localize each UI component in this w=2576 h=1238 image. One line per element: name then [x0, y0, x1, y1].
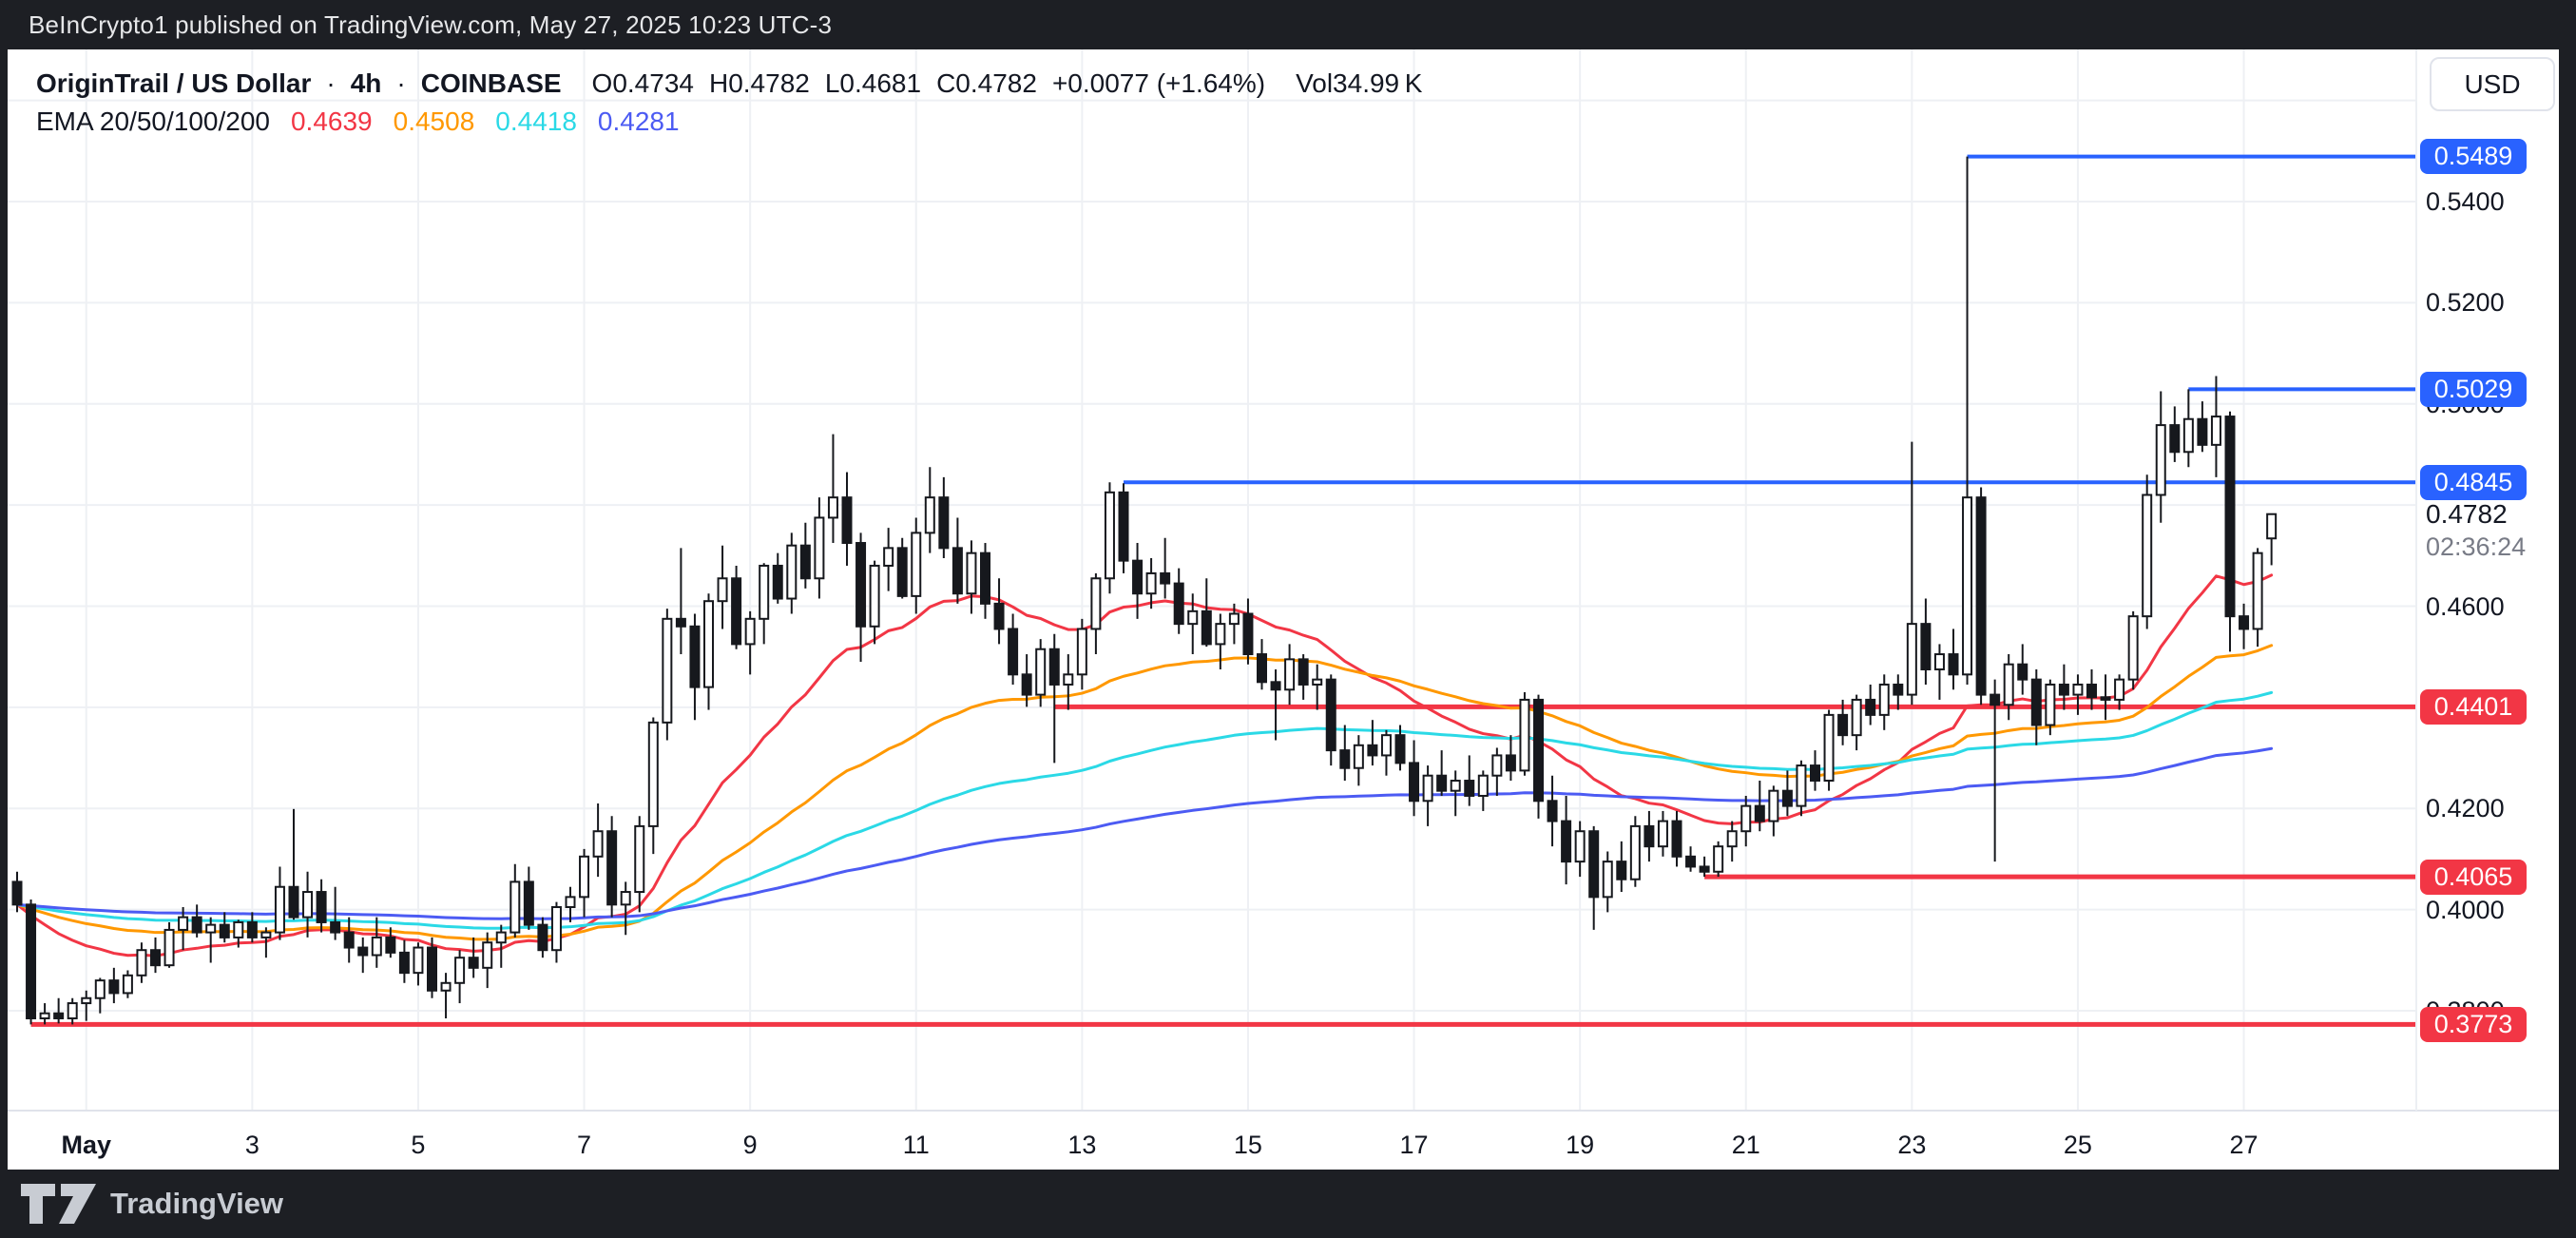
current-price-label: 0.4782 — [2426, 498, 2508, 529]
time-label-day: 9 — [742, 1131, 758, 1159]
time-label-day: 3 — [244, 1131, 260, 1159]
time-label-day: 19 — [1566, 1131, 1595, 1159]
time-label-day: 13 — [1067, 1131, 1097, 1159]
time-label-day: 11 — [902, 1131, 930, 1159]
currency-button[interactable]: USD — [2430, 57, 2555, 111]
time-label-day: 7 — [577, 1131, 592, 1159]
low-value: 0.4681 — [839, 68, 922, 98]
time-label-day: 17 — [1399, 1131, 1429, 1159]
open-value: 0.4734 — [612, 68, 694, 98]
ema50-value: 0.4508 — [393, 106, 475, 136]
volume-label: Vol — [1296, 68, 1334, 98]
price-level-pill: 0.4401 — [2420, 688, 2527, 725]
price-level-pill: 0.4065 — [2420, 859, 2527, 895]
time-label-day: 25 — [2063, 1131, 2092, 1159]
close-label: C — [936, 68, 956, 98]
attribution-bar: BeInCrypto1 published on TradingView.com… — [0, 0, 2576, 49]
bar-countdown: 02:36:24 — [2426, 532, 2527, 561]
ema100-value: 0.4418 — [495, 106, 577, 136]
separator-dot: · — [326, 68, 336, 98]
time-label-day: 15 — [1233, 1131, 1262, 1159]
ema-legend-title: EMA 20/50/100/200 — [36, 106, 270, 136]
symbol-title: OriginTrail / US Dollar — [36, 68, 312, 98]
tradingview-logo[interactable]: TradingView — [0, 1184, 283, 1224]
price-level-pill: 0.5489 — [2420, 139, 2527, 175]
price-grid-label: 0.4600 — [2426, 591, 2505, 621]
price-level-pill: 0.3773 — [2420, 1006, 2527, 1042]
volume-value: 34.99 K — [1333, 68, 1423, 98]
symbol-interval: 4h — [350, 68, 382, 98]
time-label-month: May — [61, 1131, 112, 1159]
symbol-header: OriginTrail / US Dollar · 4h · COINBASE … — [36, 68, 1422, 99]
ema200-value: 0.4281 — [597, 106, 680, 136]
price-level-pill: 0.5029 — [2420, 371, 2527, 407]
ema-legend: EMA 20/50/100/200 0.4639 0.4508 0.4418 0… — [36, 106, 680, 137]
price-grid-label: 0.4200 — [2426, 794, 2505, 823]
low-label: L — [824, 68, 840, 98]
attribution-text: BeInCrypto1 published on TradingView.com… — [29, 10, 833, 39]
open-label: O — [591, 68, 613, 98]
price-grid-label: 0.5400 — [2426, 187, 2505, 216]
high-label: H — [708, 68, 729, 98]
time-label-day: 5 — [411, 1131, 426, 1159]
tradingview-logo-icon — [21, 1184, 96, 1224]
separator-dot: · — [396, 68, 406, 98]
price-level-pill: 0.4845 — [2420, 464, 2527, 500]
footer-bar: TradingView — [0, 1170, 2576, 1238]
change-value: +0.0077 (+1.64%) — [1051, 68, 1266, 98]
time-label-day: 27 — [2229, 1131, 2259, 1159]
time-label-day: 23 — [1897, 1131, 1927, 1159]
price-grid-label: 0.4000 — [2426, 895, 2505, 924]
time-label-day: 21 — [1731, 1131, 1760, 1159]
high-value: 0.4782 — [728, 68, 810, 98]
close-value: 0.4782 — [955, 68, 1037, 98]
symbol-exchange: COINBASE — [420, 68, 562, 98]
price-grid-label: 0.5200 — [2426, 288, 2505, 318]
tradingview-logo-text: TradingView — [110, 1187, 284, 1220]
ema20-value: 0.4639 — [290, 106, 373, 136]
